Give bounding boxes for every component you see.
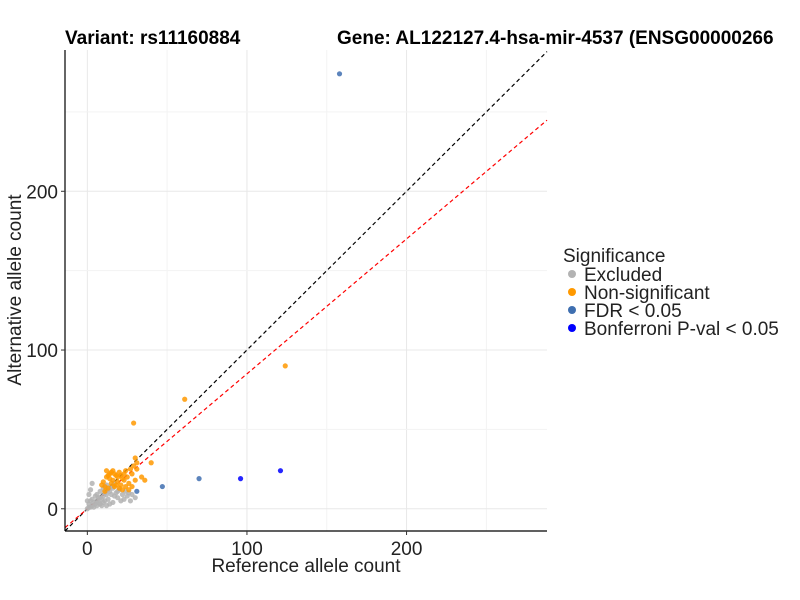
legend-key-bonferroni-p-val-0-05	[568, 324, 576, 332]
legend-key-non-significant	[568, 288, 576, 296]
point-excluded	[105, 496, 111, 502]
point-excluded	[86, 491, 92, 498]
legend: Significance ExcludedNon-significantFDR …	[563, 246, 779, 340]
point-bonferroni-p-val-0-05	[277, 468, 284, 474]
point-excluded	[100, 499, 106, 506]
point-non-significant	[124, 474, 130, 480]
grid-layer	[65, 50, 547, 531]
point-non-significant	[129, 471, 135, 477]
point-excluded	[95, 495, 102, 501]
point-non-significant	[121, 477, 127, 483]
point-excluded	[103, 503, 110, 509]
point-non-significant	[148, 460, 154, 466]
point-excluded	[87, 487, 94, 493]
point-excluded	[121, 496, 127, 502]
point-non-significant	[108, 480, 114, 486]
point-non-significant	[142, 477, 148, 483]
chart-title-variant: Variant: rs11160884	[65, 28, 241, 49]
point-non-significant	[126, 487, 132, 493]
point-non-significant	[126, 480, 132, 486]
legend-label-non-significant: Non-significant	[584, 283, 710, 304]
ticks: 0 100 200 0 100 200	[26, 182, 422, 560]
point-fdr-0-05	[159, 483, 165, 490]
legend-label-excluded: Excluded	[584, 265, 662, 286]
reference-lines	[64, 51, 548, 532]
y-tick-label: 100	[26, 341, 58, 362]
point-non-significant	[113, 482, 119, 488]
point-non-significant	[131, 463, 137, 469]
y-axis-title: Alternative allele count	[5, 194, 26, 386]
point-non-significant	[132, 455, 138, 461]
x-tick-label: 200	[391, 539, 423, 560]
point-excluded	[127, 498, 134, 504]
point-non-significant	[123, 483, 129, 490]
point-non-significant	[111, 471, 118, 477]
point-bonferroni-p-val-0-05	[237, 476, 244, 482]
y-tick-label: 0	[47, 500, 58, 521]
point-non-significant	[99, 482, 105, 488]
point-non-significant	[103, 468, 110, 474]
legend-label-fdr-0-05: FDR < 0.05	[584, 301, 682, 322]
point-excluded	[129, 491, 135, 498]
axes	[64, 50, 547, 532]
legend-title: Significance	[563, 246, 665, 267]
x-axis-title: Reference allele count	[211, 556, 401, 577]
point-non-significant	[134, 460, 140, 466]
point-non-significant	[134, 466, 140, 472]
chart-title-gene: Gene: AL122127.4-hsa-mir-4537 (ENSG00000…	[337, 28, 774, 49]
point-non-significant	[132, 477, 138, 483]
x-tick-label: 100	[231, 539, 263, 560]
point-non-significant	[282, 363, 288, 369]
point-non-significant	[131, 420, 137, 426]
point-excluded	[132, 495, 138, 501]
point-fdr-0-05	[336, 71, 343, 77]
point-non-significant	[127, 466, 134, 472]
legend-key-excluded	[568, 270, 576, 278]
reference-line-identity	[64, 51, 548, 532]
point-fdr-0-05	[134, 488, 140, 494]
point-excluded	[89, 480, 95, 486]
y-tick-label: 200	[26, 182, 58, 203]
point-non-significant	[119, 487, 126, 493]
point-non-significant	[139, 474, 145, 480]
x-tick-label: 0	[82, 539, 93, 560]
reference-line-fitted	[64, 119, 548, 529]
legend-key-fdr-0-05	[568, 306, 576, 314]
data-points	[84, 71, 343, 512]
legend-label-bonferroni-p-val-0-05: Bonferroni P-val < 0.05	[584, 319, 779, 340]
point-fdr-0-05	[196, 476, 202, 482]
point-non-significant	[182, 396, 188, 402]
point-non-significant	[121, 471, 127, 477]
point-excluded	[119, 491, 126, 498]
point-excluded	[84, 498, 90, 504]
point-non-significant	[102, 488, 108, 494]
point-excluded	[111, 493, 118, 499]
point-non-significant	[105, 472, 111, 479]
point-non-significant	[129, 483, 135, 490]
point-excluded	[97, 488, 103, 494]
